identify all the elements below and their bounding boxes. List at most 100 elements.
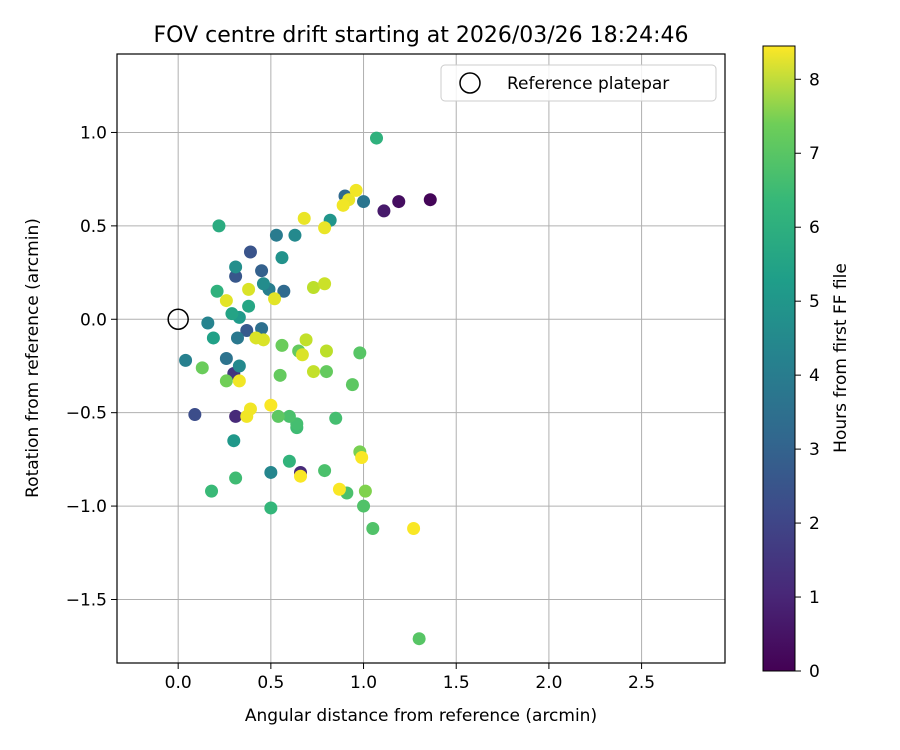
data-point xyxy=(240,323,254,337)
data-point xyxy=(243,245,257,259)
colorbar-tick-label: 3 xyxy=(809,440,820,460)
data-point xyxy=(195,361,209,375)
data-point xyxy=(225,307,239,321)
x-tick-label: 1.0 xyxy=(350,673,377,693)
data-point xyxy=(264,465,278,479)
colorbar: 0 1 2 3 4 5 6 7 8 Hours from first FF file xyxy=(762,45,851,682)
colorbar-tick-label: 7 xyxy=(809,144,820,164)
data-point xyxy=(227,434,241,448)
y-axis-label: Rotation from reference (arcmin) xyxy=(23,218,43,498)
y-tick-label: 0.5 xyxy=(80,217,107,237)
data-point xyxy=(318,221,332,235)
data-point xyxy=(275,338,289,352)
data-point xyxy=(219,294,233,308)
data-point xyxy=(332,482,346,496)
data-point xyxy=(297,211,311,225)
data-point xyxy=(319,365,333,379)
data-point xyxy=(392,195,406,209)
data-point xyxy=(288,228,302,242)
data-point xyxy=(219,374,233,388)
data-point xyxy=(295,348,309,362)
data-point xyxy=(232,374,246,388)
data-point xyxy=(423,193,437,207)
legend-entry-reference: Reference platepar xyxy=(507,74,669,94)
colorbar-tick-label: 0 xyxy=(809,662,820,682)
y-tick-label: −0.5 xyxy=(66,404,107,424)
data-point xyxy=(329,411,343,425)
data-points xyxy=(179,131,437,646)
data-point xyxy=(256,333,270,347)
y-tick-label: −1.0 xyxy=(66,497,107,517)
data-point xyxy=(306,365,320,379)
data-point xyxy=(306,281,320,295)
data-point xyxy=(370,131,384,145)
x-axis-ticks: 0.0 0.5 1.0 1.5 2.0 2.5 xyxy=(165,663,655,693)
data-point xyxy=(229,409,243,423)
data-point xyxy=(229,471,243,485)
data-point xyxy=(229,260,243,274)
data-point xyxy=(318,277,332,291)
data-point xyxy=(219,352,233,365)
data-point xyxy=(206,331,220,345)
data-point xyxy=(357,499,371,513)
data-point xyxy=(205,484,219,498)
colorbar-tick-label: 6 xyxy=(809,218,820,238)
data-point xyxy=(240,409,254,423)
colorbar-tick-label: 5 xyxy=(809,292,820,312)
data-point xyxy=(242,299,256,313)
data-point xyxy=(179,353,193,367)
reference-point-marker xyxy=(167,308,189,331)
data-point xyxy=(269,228,283,242)
data-point xyxy=(264,501,278,515)
data-point xyxy=(255,322,269,336)
data-point xyxy=(407,521,421,535)
data-point xyxy=(268,292,282,306)
data-point xyxy=(345,378,359,392)
legend: Reference platepar xyxy=(440,64,717,102)
y-tick-label: 1.0 xyxy=(80,123,107,143)
grid-lines xyxy=(117,54,725,663)
data-point xyxy=(255,264,269,278)
colorbar-gradient xyxy=(762,45,796,672)
plot-frame xyxy=(116,53,726,664)
data-point xyxy=(229,269,243,283)
y-axis-ticks: −1.5 −1.0 −0.5 0.0 0.5 1.0 xyxy=(66,123,117,610)
data-point xyxy=(264,398,278,412)
x-tick-label: 0.5 xyxy=(257,673,284,693)
data-point xyxy=(299,333,313,347)
colorbar-tick-label: 1 xyxy=(809,588,820,608)
legend-box xyxy=(440,64,717,102)
x-tick-label: 2.0 xyxy=(535,673,562,693)
data-point xyxy=(358,484,372,498)
data-point xyxy=(349,183,363,197)
data-point xyxy=(242,282,256,296)
data-point xyxy=(319,344,333,358)
data-point xyxy=(282,454,296,468)
data-point xyxy=(353,346,367,360)
x-tick-label: 2.5 xyxy=(628,673,655,693)
x-axis-label: Angular distance from reference (arcmin) xyxy=(245,706,597,726)
data-point xyxy=(188,408,202,422)
data-point xyxy=(377,204,391,218)
colorbar-label: Hours from first FF file xyxy=(831,263,851,453)
data-point xyxy=(357,195,371,209)
data-point xyxy=(232,359,246,373)
data-point xyxy=(336,198,350,212)
data-point xyxy=(412,632,426,646)
y-tick-label: −1.5 xyxy=(66,590,107,610)
data-point xyxy=(230,331,244,345)
data-point xyxy=(275,251,289,265)
data-point xyxy=(366,521,380,535)
data-point xyxy=(210,284,224,298)
data-point xyxy=(256,277,270,291)
x-tick-label: 1.5 xyxy=(443,673,470,693)
data-point xyxy=(212,219,226,233)
data-point xyxy=(318,464,332,478)
data-point xyxy=(277,284,291,298)
data-point xyxy=(271,409,285,423)
colorbar-tick-label: 4 xyxy=(809,366,820,386)
data-point xyxy=(201,316,215,330)
colorbar-tick-label: 8 xyxy=(809,70,820,90)
data-point xyxy=(282,409,296,423)
